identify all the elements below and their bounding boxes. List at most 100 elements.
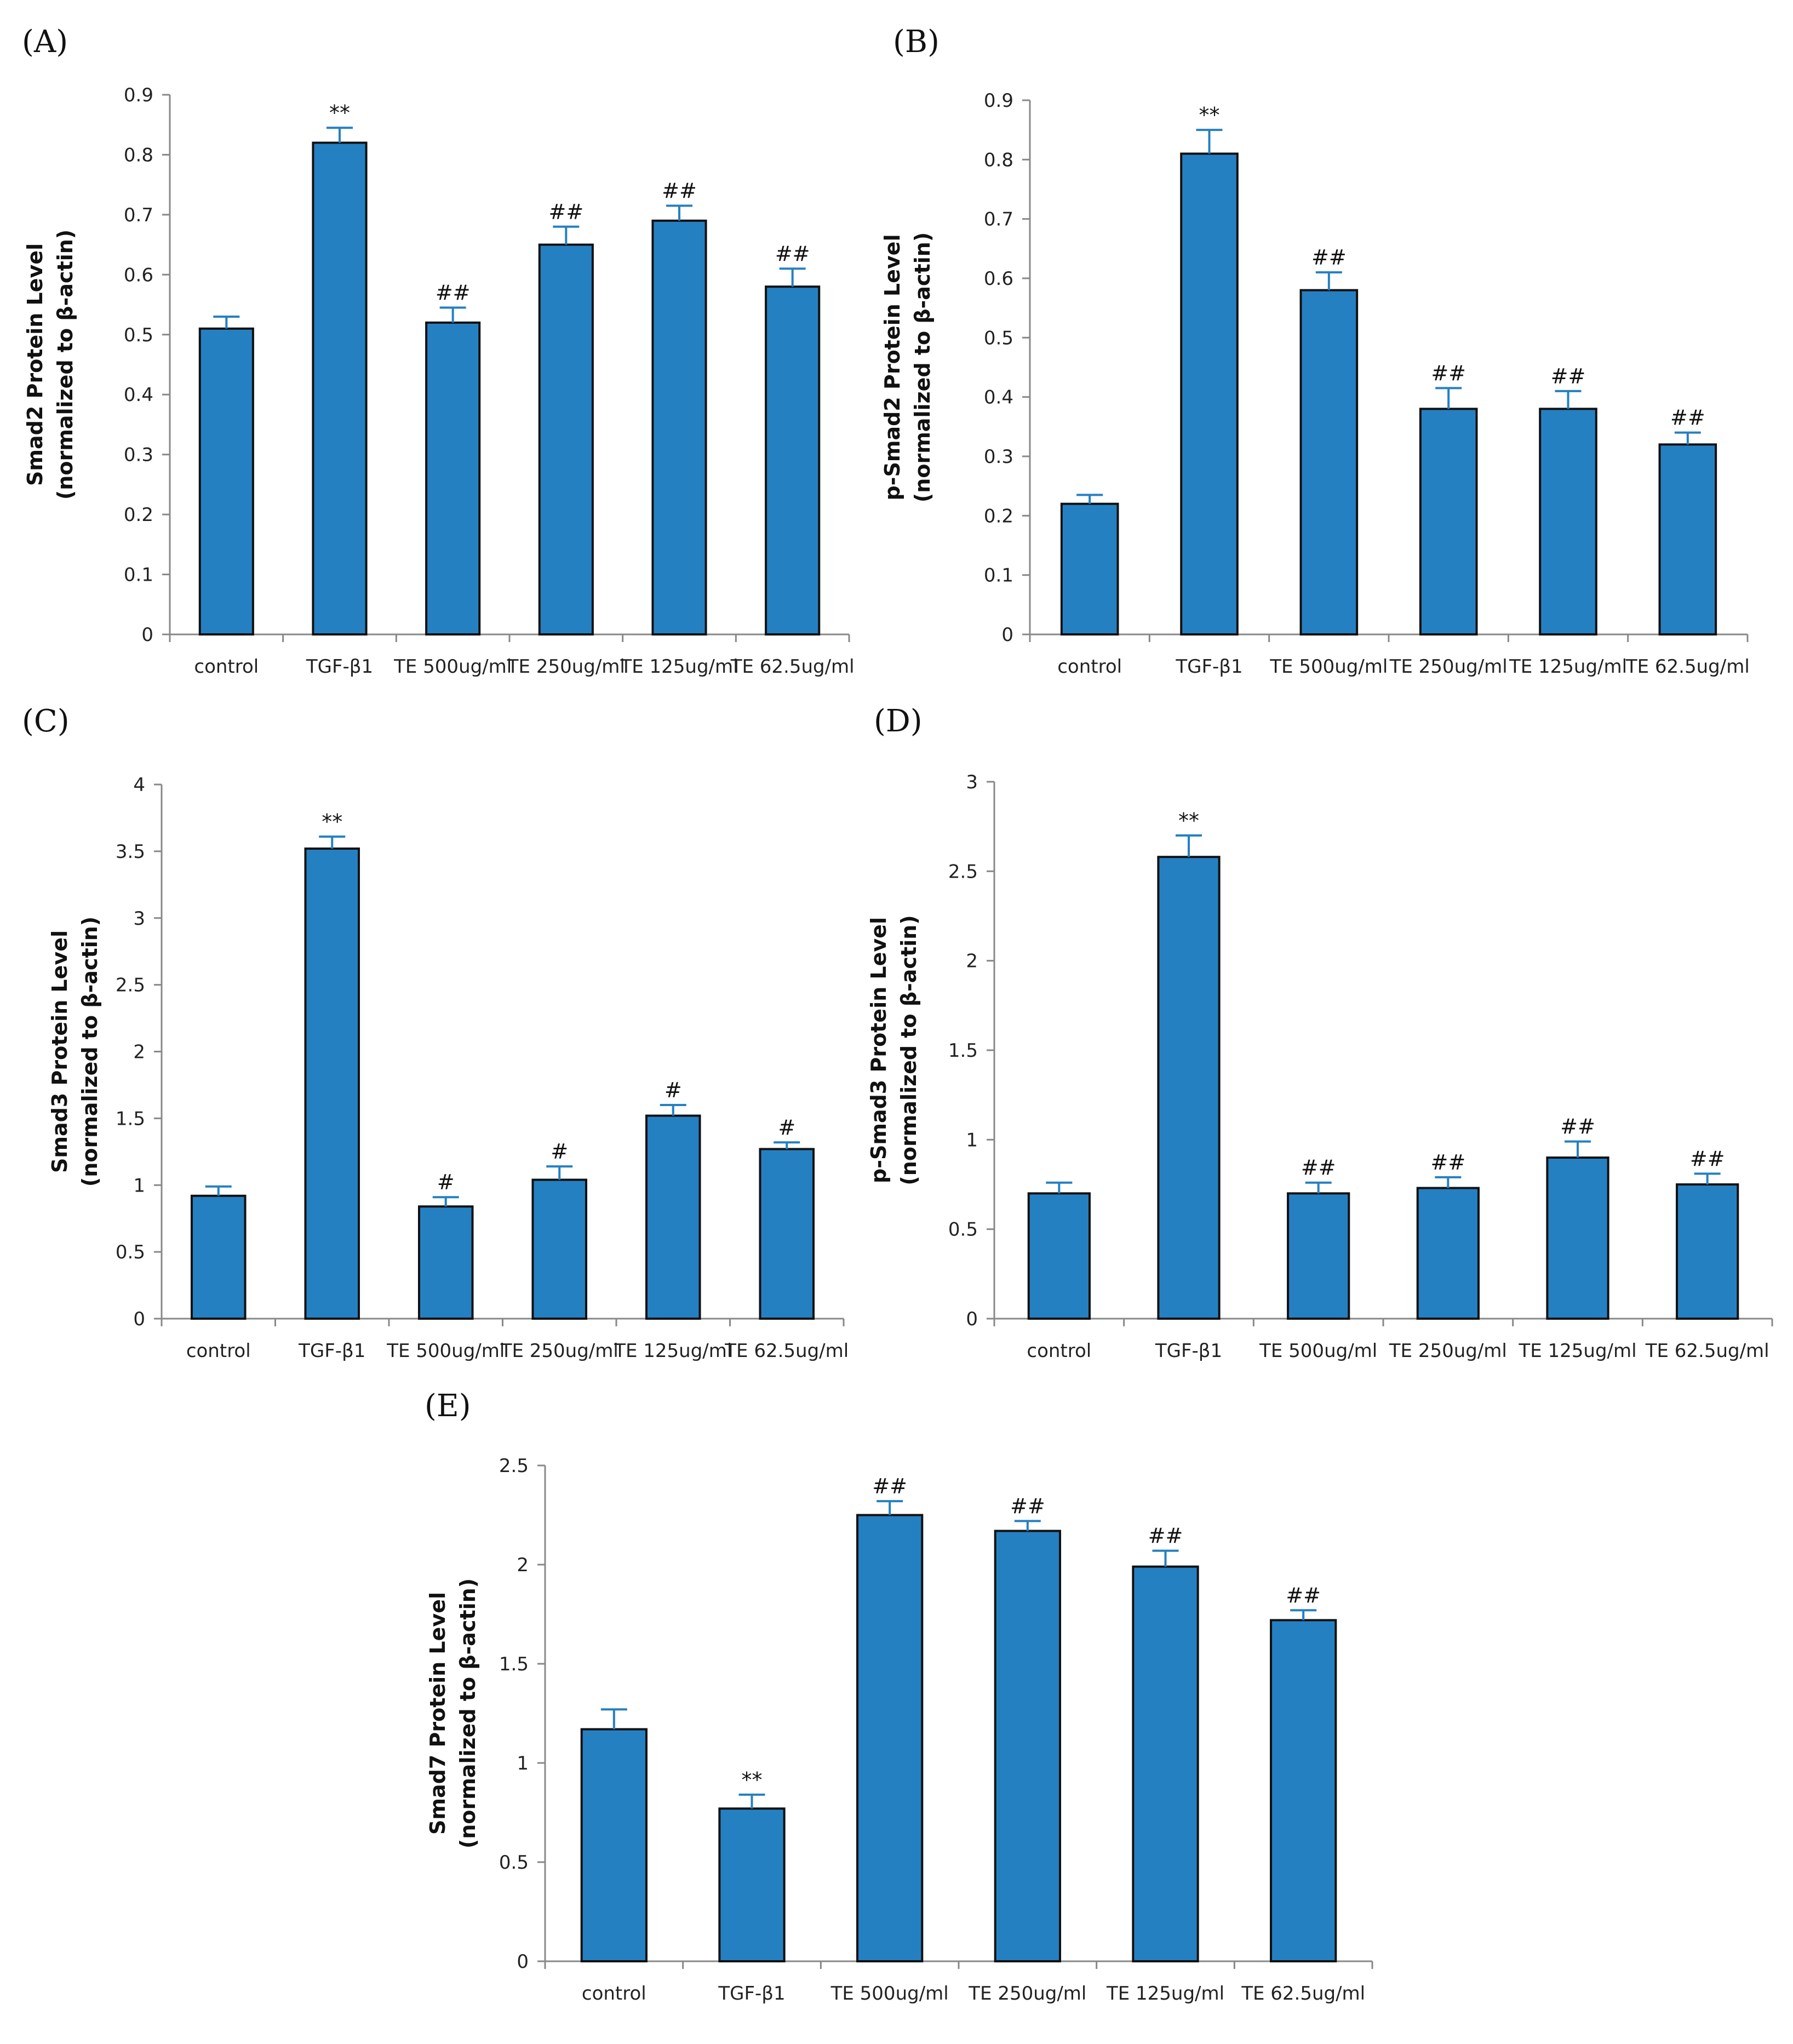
y-tick-label: 0.7 xyxy=(124,204,153,226)
x-tick-label: TE 62.5ug/ml xyxy=(1241,1983,1365,2005)
significance-marker: ## xyxy=(1430,1150,1465,1175)
x-tick-label: control xyxy=(1027,1340,1091,1362)
y-tick-label: 3.5 xyxy=(116,841,145,863)
x-tick-label: TE 250ug/ml xyxy=(500,1340,618,1362)
y-tick-label: 1.5 xyxy=(948,1040,978,1062)
y-tick-label: 0.3 xyxy=(984,446,1013,468)
y-axis-title-line2: (normalized to β-actin) xyxy=(53,230,77,500)
bar xyxy=(531,1178,588,1320)
y-axis-title-line2: (normalized to β-actin) xyxy=(456,1578,480,1848)
x-tick-label: TE 500ug/ml xyxy=(830,1983,949,2005)
bar xyxy=(538,243,594,636)
x-tick-label: TE 125ug/ml xyxy=(1106,1983,1224,2005)
x-tick-label: TE 500ug/ml xyxy=(1269,656,1388,678)
significance-marker: # xyxy=(778,1115,795,1140)
x-tick-label: TGF-β1 xyxy=(1175,656,1242,678)
bar xyxy=(1658,443,1717,635)
y-tick-label: 0 xyxy=(141,624,153,646)
significance-marker: ## xyxy=(436,281,471,305)
x-tick-label: TGF-β1 xyxy=(1155,1340,1222,1362)
x-tick-label: control xyxy=(1057,656,1122,678)
y-tick-label: 0.6 xyxy=(984,268,1013,290)
significance-marker: ## xyxy=(1670,406,1705,430)
chart-panel-4: (D) 0 0.5 1 1.5 2 2.5 3 p-Smad3 Protein Level (no… xyxy=(867,703,1773,1362)
y-tick-label: 1 xyxy=(133,1175,145,1196)
y-tick-label: 0.9 xyxy=(984,90,1013,112)
y-axis-title-line1: p-Smad3 Protein Level xyxy=(867,917,891,1183)
x-tick-label: TGF-β1 xyxy=(718,1983,785,2005)
x-tick-label: TE 250ug/ml xyxy=(1389,656,1508,678)
y-tick-label: 1 xyxy=(966,1129,978,1151)
significance-marker: ## xyxy=(548,200,583,224)
bar xyxy=(1027,1192,1091,1320)
x-tick-label: TGF-β1 xyxy=(306,656,373,678)
y-tick-label: 4 xyxy=(133,774,145,796)
bar xyxy=(304,848,360,1320)
y-axis-title-line2: (normalized to β-actin) xyxy=(897,915,921,1185)
significance-marker: # xyxy=(437,1170,455,1194)
x-tick-label: TE 125ug/ml xyxy=(1518,1340,1636,1362)
x-tick-label: TE 250ug/ml xyxy=(1389,1340,1507,1362)
panel-label: (C) xyxy=(22,703,70,739)
panel-label: (E) xyxy=(425,1388,471,1424)
bar xyxy=(645,1114,701,1320)
significance-marker: ** xyxy=(742,1768,763,1792)
bar xyxy=(1676,1183,1739,1320)
x-tick-label: TE 62.5ug/ml xyxy=(730,656,855,678)
y-tick-label: 2.5 xyxy=(116,975,145,997)
x-tick-label: TE 62.5ug/ml xyxy=(724,1340,849,1362)
x-tick-label: control xyxy=(186,1340,251,1362)
y-tick-label: 0 xyxy=(1001,624,1013,646)
bar xyxy=(1299,289,1359,635)
bar xyxy=(765,285,821,635)
significance-marker: ## xyxy=(1148,1524,1183,1548)
bar xyxy=(190,1194,247,1320)
significance-marker: ** xyxy=(329,101,350,125)
significance-marker: ## xyxy=(1690,1147,1725,1171)
x-tick-label: control xyxy=(582,1983,646,2005)
x-tick-label: TE 250ug/ml xyxy=(968,1983,1086,2005)
y-tick-label: 0.1 xyxy=(984,565,1013,587)
bar xyxy=(1287,1192,1350,1320)
y-axis-title-line2: (normalized to β-actin) xyxy=(910,232,935,502)
significance-marker: ## xyxy=(1010,1494,1045,1518)
y-tick-label: 0.2 xyxy=(124,504,153,526)
x-tick-label: TE 500ug/ml xyxy=(386,1340,505,1362)
y-tick-label: 0.5 xyxy=(116,1241,145,1263)
y-tick-label: 0 xyxy=(517,1951,529,1973)
y-tick-label: 0 xyxy=(133,1308,145,1330)
significance-marker: # xyxy=(665,1078,682,1102)
y-tick-label: 2.5 xyxy=(948,861,978,883)
x-tick-label: TE 125ug/ml xyxy=(620,656,738,678)
bar xyxy=(425,321,481,635)
bar xyxy=(1546,1156,1609,1320)
bar xyxy=(1132,1565,1199,1963)
significance-marker: ## xyxy=(1560,1115,1595,1139)
y-tick-label: 0.3 xyxy=(124,444,153,466)
bar xyxy=(198,327,254,635)
bar xyxy=(994,1530,1061,1962)
significance-marker: ** xyxy=(322,810,342,834)
y-tick-label: 0.6 xyxy=(124,264,153,286)
bar xyxy=(856,1514,924,1962)
y-axis-title-line1: Smad7 Protein Level xyxy=(426,1592,450,1835)
y-tick-label: 0.8 xyxy=(124,144,153,166)
y-tick-label: 0.9 xyxy=(124,84,153,106)
bar xyxy=(1157,856,1221,1320)
bar xyxy=(312,141,368,635)
y-tick-label: 2 xyxy=(517,1554,529,1576)
x-tick-label: TE 500ug/ml xyxy=(1259,1340,1377,1362)
y-tick-label: 0.4 xyxy=(124,384,153,406)
y-axis-title-line1: Smad3 Protein Level xyxy=(48,930,72,1173)
panel-label: (A) xyxy=(22,24,68,60)
significance-marker: ## xyxy=(1286,1583,1321,1607)
significance-marker: ## xyxy=(775,242,810,266)
panel-label: (B) xyxy=(893,24,940,60)
x-tick-label: TE 62.5ug/ml xyxy=(1625,656,1750,678)
bar xyxy=(580,1728,648,1962)
y-axis-title-line2: (normalized to β-actin) xyxy=(78,917,102,1187)
y-tick-label: 0.5 xyxy=(499,1852,529,1874)
chart-panel-5: (E) 0 0.5 1 1.5 2 2.5 Smad7 Protein Level (norma… xyxy=(425,1388,1373,2005)
y-tick-label: 0.7 xyxy=(984,209,1013,231)
y-tick-label: 1 xyxy=(517,1753,529,1774)
